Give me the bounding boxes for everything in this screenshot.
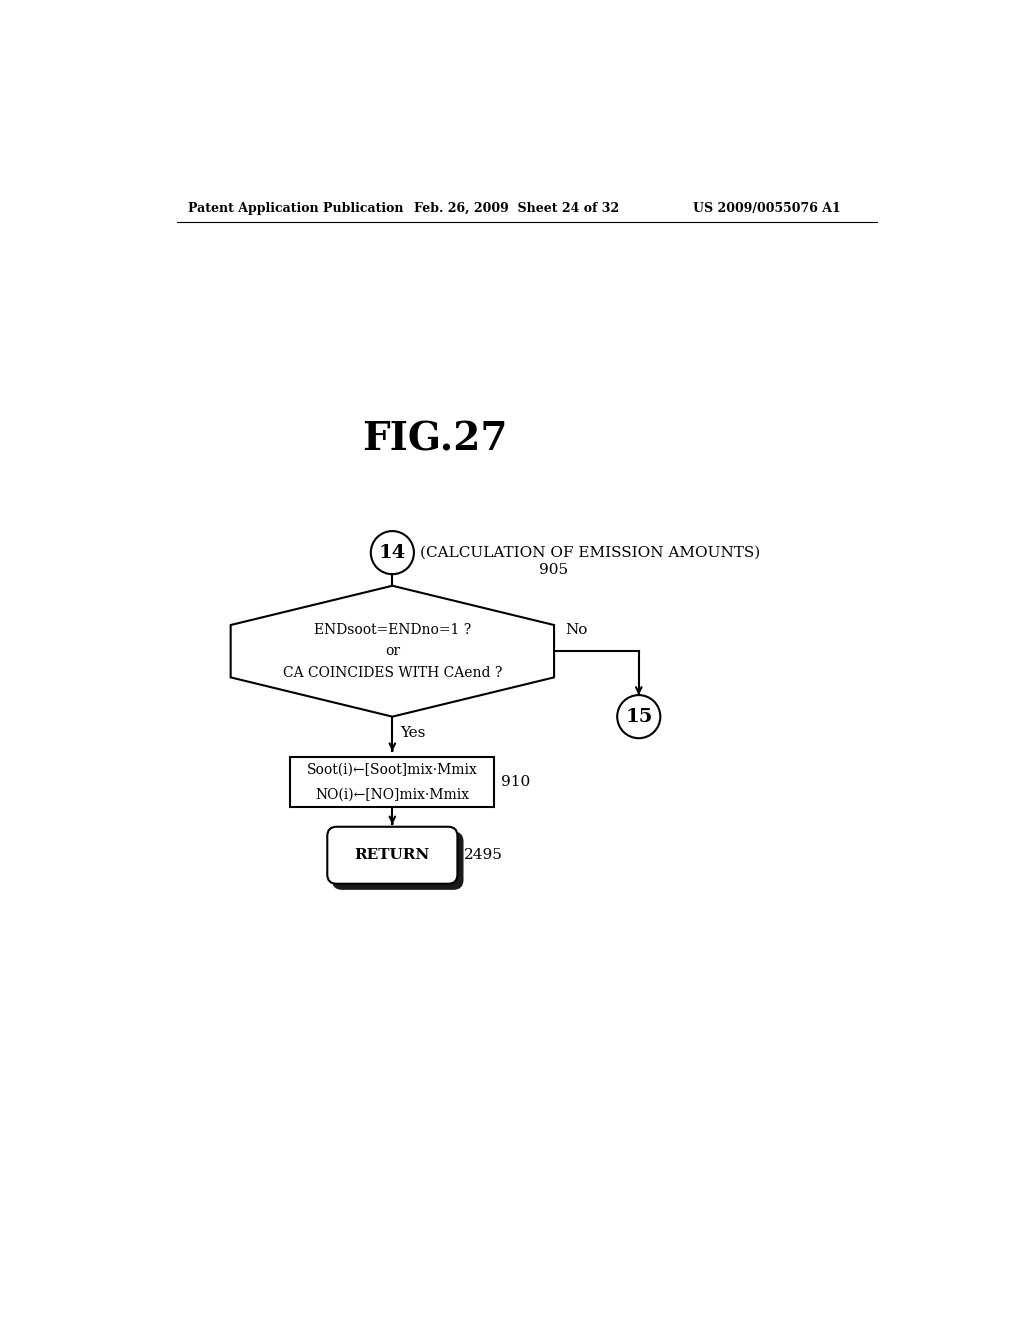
Text: NO(i)←[NO]mix·Mmix: NO(i)←[NO]mix·Mmix	[315, 788, 469, 801]
Text: FIG.27: FIG.27	[361, 421, 508, 458]
Text: or: or	[385, 644, 400, 659]
Polygon shape	[230, 586, 554, 717]
Ellipse shape	[617, 696, 660, 738]
FancyBboxPatch shape	[291, 758, 495, 807]
Text: RETURN: RETURN	[354, 849, 430, 862]
Text: Patent Application Publication: Patent Application Publication	[188, 202, 403, 215]
Text: 2495: 2495	[464, 849, 503, 862]
Text: 905: 905	[539, 562, 567, 577]
FancyBboxPatch shape	[328, 826, 458, 884]
Text: ENDsoot=ENDno=1 ?: ENDsoot=ENDno=1 ?	[313, 623, 471, 636]
Text: Soot(i)←[Soot]mix·Mmix: Soot(i)←[Soot]mix·Mmix	[307, 763, 478, 776]
Text: Yes: Yes	[400, 726, 425, 741]
FancyBboxPatch shape	[333, 832, 463, 890]
Text: (CALCULATION OF EMISSION AMOUNTS): (CALCULATION OF EMISSION AMOUNTS)	[420, 545, 761, 560]
Text: 14: 14	[379, 544, 406, 561]
Text: US 2009/0055076 A1: US 2009/0055076 A1	[692, 202, 841, 215]
Text: Feb. 26, 2009  Sheet 24 of 32: Feb. 26, 2009 Sheet 24 of 32	[414, 202, 620, 215]
Text: No: No	[565, 623, 588, 638]
Text: CA COINCIDES WITH CAend ?: CA COINCIDES WITH CAend ?	[283, 665, 502, 680]
Text: 910: 910	[501, 775, 529, 789]
Ellipse shape	[371, 531, 414, 574]
Text: 15: 15	[625, 708, 652, 726]
